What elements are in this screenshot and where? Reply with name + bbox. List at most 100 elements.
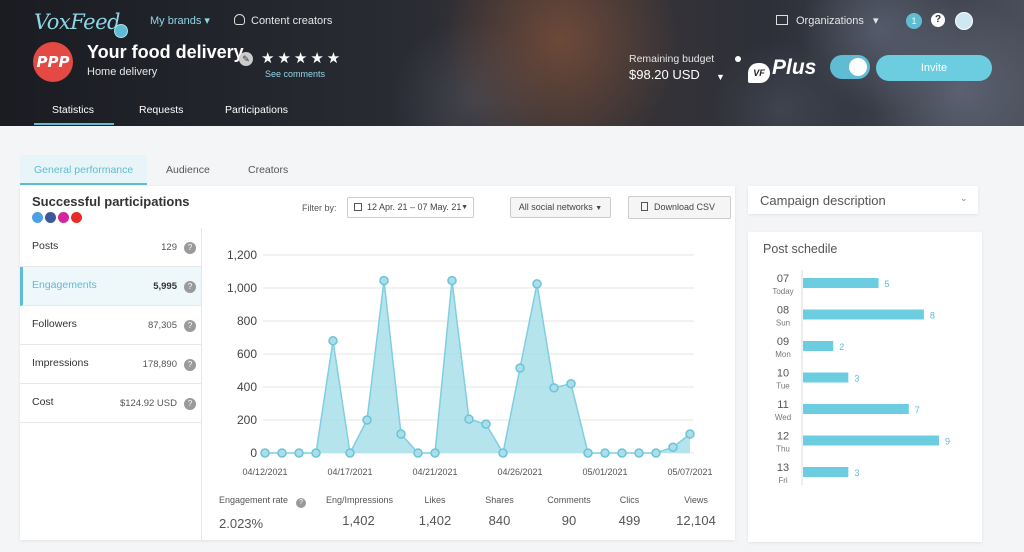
see-comments-link[interactable]: See comments xyxy=(265,69,326,79)
data-point xyxy=(600,448,610,458)
nav-my-brands[interactable]: My brands ▾ xyxy=(150,14,210,27)
engagements-chart: 0 200 400 600 800 1,000 1,200 04/12/2021 04/17/2… xyxy=(227,248,713,477)
help-icon[interactable]: ? xyxy=(931,13,945,27)
active-tab-indicator xyxy=(34,123,114,125)
date-range-picker[interactable]: 12 Apr. 21 – 07 May. 21 ▼ xyxy=(347,197,474,218)
download-csv-button[interactable]: Download CSV xyxy=(628,196,731,219)
tab-statistics[interactable]: Statistics xyxy=(52,104,95,116)
y-tick-label: 1,000 xyxy=(227,281,257,295)
nav-my-brands-label: My brands xyxy=(150,15,202,27)
data-point xyxy=(685,429,695,439)
stat-label: Clics xyxy=(619,495,640,505)
tab-requests[interactable]: Requests xyxy=(139,104,184,116)
voxfeed-logo[interactable]: VoxFeed xyxy=(34,10,120,34)
nav-content-creators[interactable]: Content creators xyxy=(234,14,332,27)
schedule-day-label: 08 xyxy=(777,305,789,317)
metric-value: $124.92 USD xyxy=(119,398,177,409)
stat-value: 1,402 xyxy=(342,513,375,528)
x-tick-label: 05/01/2021 xyxy=(582,467,627,477)
question-icon[interactable]: ? xyxy=(184,242,196,254)
caret-down-icon: ▼ xyxy=(595,205,603,212)
metric-impressions[interactable]: Impressions 178,890 ? xyxy=(20,345,201,384)
notifications-badge[interactable]: 1 xyxy=(906,13,922,29)
social-networks-select[interactable]: All social networks ▼ xyxy=(510,197,611,218)
info-dot-icon xyxy=(735,56,741,62)
tab-participations[interactable]: Participations xyxy=(225,104,289,116)
twitter-icon xyxy=(32,212,43,223)
question-icon[interactable]: ? xyxy=(296,498,307,508)
social-network-icons xyxy=(32,210,84,228)
tab-creators[interactable]: Creators xyxy=(248,164,289,176)
schedule-day-label: 07 xyxy=(777,273,789,285)
globe-icon[interactable] xyxy=(114,24,128,38)
data-point xyxy=(498,448,508,458)
metric-label: Cost xyxy=(32,396,54,408)
metric-label: Posts xyxy=(32,240,59,252)
stat-eng-impressions: Eng/Impressions 1,402 xyxy=(326,495,394,528)
stat-value: 840 xyxy=(488,513,511,528)
edit-pencil-icon[interactable]: ✎ xyxy=(239,52,253,66)
post-schedule-chart: 07 Today 5 08 Sun 8 09 Mon 2 10 Tue 3 11 Wed 7 12 Thu 9 13… xyxy=(772,270,950,485)
brand-name: Your food delivery xyxy=(87,42,244,62)
tab-general-performance[interactable]: General performance xyxy=(20,155,147,185)
schedule-weekday-label: Mon xyxy=(775,350,791,359)
invite-button[interactable]: Invite xyxy=(876,55,992,81)
chevron-down-icon[interactable]: ⌄ xyxy=(960,193,968,203)
chevron-down-icon: ▾ xyxy=(204,15,210,27)
metric-engagements[interactable]: Engagements 5,995 ? xyxy=(20,267,201,306)
schedule-bar-value: 8 xyxy=(930,311,935,321)
post-schedule-title: Post schedile xyxy=(763,242,838,256)
schedule-day-label: 13 xyxy=(777,462,789,474)
schedule-day-label: 11 xyxy=(777,399,788,411)
stat-value: 2.023% xyxy=(219,516,264,531)
stat-likes: Likes 1,402 xyxy=(415,495,455,528)
x-tick-label: 04/17/2021 xyxy=(327,467,372,477)
schedule-weekday-label: Tue xyxy=(776,382,790,391)
plus-toggle[interactable] xyxy=(830,55,870,79)
budget-dropdown-icon[interactable]: ▼ xyxy=(716,72,725,82)
question-icon[interactable]: ? xyxy=(184,359,196,371)
schedule-bar xyxy=(803,278,879,288)
metric-value: 129 xyxy=(161,242,177,253)
user-avatar[interactable] xyxy=(955,12,973,30)
stat-clics: Clics 499 xyxy=(617,495,642,528)
schedule-bar xyxy=(803,435,939,446)
schedule-day-label: 10 xyxy=(777,368,789,380)
stat-label: Eng/Impressions xyxy=(326,495,394,505)
tab-audience[interactable]: Audience xyxy=(166,164,210,176)
plus-label: Plus xyxy=(772,56,817,79)
y-tick-label: 200 xyxy=(237,413,257,427)
brand-subtitle: Home delivery xyxy=(87,66,158,78)
schedule-weekday-label: Wed xyxy=(775,413,791,422)
stat-value: 499 xyxy=(618,513,641,528)
calendar-icon xyxy=(354,203,362,211)
data-point xyxy=(634,448,644,458)
budget-label: Remaining budget xyxy=(629,53,715,65)
stat-label-text: Engagement rate xyxy=(219,495,289,505)
metric-followers[interactable]: Followers 87,305 ? xyxy=(20,306,201,345)
schedule-weekday-label: Sun xyxy=(776,319,790,328)
data-point xyxy=(532,279,542,289)
metric-cost[interactable]: Cost $124.92 USD ? xyxy=(20,384,201,423)
data-point xyxy=(345,448,355,458)
data-point xyxy=(413,448,423,458)
building-icon xyxy=(776,15,788,25)
y-tick-label: 600 xyxy=(237,347,257,361)
data-point xyxy=(651,448,661,458)
data-point xyxy=(464,414,474,424)
question-icon[interactable]: ? xyxy=(184,281,196,293)
metric-posts[interactable]: Posts 129 ? xyxy=(20,228,201,267)
question-icon[interactable]: ? xyxy=(184,398,196,410)
data-point xyxy=(277,448,287,458)
nav-content-creators-label: Content creators xyxy=(251,15,333,27)
y-tick-label: 800 xyxy=(237,314,257,328)
x-tick-label: 04/21/2021 xyxy=(412,467,457,477)
brand-avatar[interactable]: PPP xyxy=(33,42,73,82)
person-icon xyxy=(234,14,245,25)
schedule-bar-value: 3 xyxy=(854,374,859,384)
campaign-description-card[interactable] xyxy=(748,186,978,214)
question-icon[interactable]: ? xyxy=(184,320,196,332)
data-point xyxy=(515,363,525,373)
schedule-bar-value: 5 xyxy=(885,279,890,289)
organizations-menu[interactable]: Organizations ▾ xyxy=(776,14,878,27)
